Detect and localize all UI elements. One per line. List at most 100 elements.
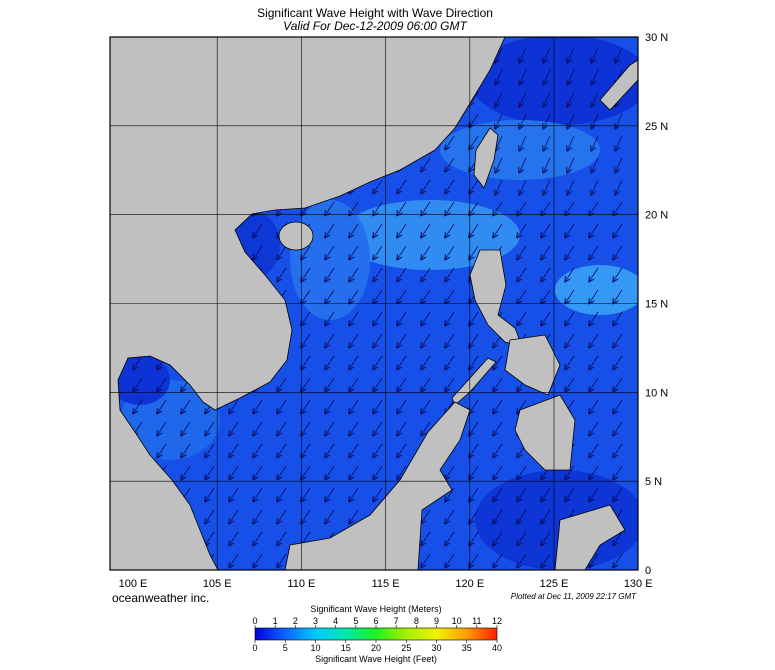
- lon-label: 125 E: [540, 578, 569, 590]
- arrow: [349, 443, 359, 457]
- arrow: [397, 267, 407, 281]
- arrow: [469, 333, 479, 347]
- arrow: [543, 69, 551, 85]
- arrow: [495, 69, 503, 85]
- arrow: [615, 157, 623, 173]
- arrow: [253, 509, 263, 523]
- arrow: [181, 443, 191, 457]
- arrow: [469, 113, 479, 127]
- arrow: [469, 179, 479, 193]
- arrow: [567, 69, 575, 85]
- arrow: [181, 399, 191, 413]
- arrow: [349, 311, 359, 325]
- arrow: [567, 157, 575, 173]
- arrow: [301, 399, 311, 413]
- arrow: [469, 531, 479, 545]
- arrow: [541, 311, 551, 325]
- arrow: [613, 267, 623, 281]
- arrow: [567, 135, 575, 151]
- arrow: [253, 245, 263, 259]
- arrow: [301, 443, 311, 457]
- arrow: [517, 531, 527, 545]
- arrow: [229, 443, 239, 457]
- arrow: [133, 399, 143, 413]
- arrow: [373, 179, 383, 193]
- arrow: [567, 91, 575, 107]
- arrow: [613, 377, 623, 391]
- meters-tick-label: 0: [252, 616, 257, 626]
- meters-tick-label: 8: [414, 616, 419, 626]
- arrow: [325, 289, 335, 303]
- arrow: [301, 289, 311, 303]
- arrow: [613, 245, 623, 259]
- arrow: [589, 377, 599, 391]
- arrow: [541, 531, 551, 545]
- arrow: [445, 487, 455, 501]
- arrow: [397, 223, 407, 237]
- arrow: [493, 201, 503, 215]
- arrow: [589, 553, 599, 567]
- arrow: [445, 553, 455, 567]
- arrow: [445, 135, 455, 149]
- meters-tick-label: 12: [492, 616, 502, 626]
- arrow: [421, 289, 431, 303]
- arrow: [349, 333, 359, 347]
- arrow: [469, 487, 479, 501]
- arrow: [373, 465, 383, 479]
- feet-tick-label: 0: [252, 643, 257, 653]
- arrow: [445, 311, 455, 325]
- arrow: [277, 487, 287, 501]
- arrow: [613, 223, 623, 237]
- arrow: [469, 553, 479, 567]
- arrow: [591, 157, 599, 173]
- arrow: [469, 465, 479, 479]
- arrow: [589, 421, 599, 435]
- arrow: [517, 201, 527, 215]
- borneo: [284, 401, 471, 570]
- arrow: [541, 509, 551, 523]
- meters-tick-label: 7: [394, 616, 399, 626]
- arrow: [589, 201, 599, 215]
- arrow: [157, 399, 167, 413]
- arrow: [469, 311, 479, 325]
- arrow: [325, 333, 335, 347]
- arrow: [397, 201, 407, 215]
- arrow: [349, 223, 359, 237]
- arrow: [565, 487, 575, 501]
- arrow: [421, 531, 431, 545]
- arrow: [373, 267, 383, 281]
- arrow: [469, 201, 479, 215]
- arrow: [493, 421, 503, 435]
- meters-tick-label: 3: [313, 616, 318, 626]
- kyushu-islands: [599, 59, 638, 111]
- arrow: [421, 355, 431, 369]
- arrow: [519, 47, 527, 63]
- arrow: [373, 355, 383, 369]
- arrow: [349, 421, 359, 435]
- arrow: [229, 399, 239, 413]
- arrow: [517, 399, 527, 413]
- feet-tick-label: 25: [401, 643, 411, 653]
- arrow: [349, 377, 359, 391]
- arrow: [397, 311, 407, 325]
- arrow: [613, 311, 623, 325]
- arrow: [469, 223, 479, 237]
- arrow: [445, 333, 455, 347]
- meters-tick-label: 5: [353, 616, 358, 626]
- arrow: [543, 135, 551, 151]
- arrow: [469, 135, 479, 149]
- lon-label: 115 E: [372, 578, 400, 590]
- arrow: [349, 509, 359, 523]
- arrow: [519, 157, 527, 173]
- arrow: [253, 553, 263, 567]
- arrow: [421, 245, 431, 259]
- arrow: [493, 355, 503, 369]
- arrow: [543, 91, 551, 107]
- arrow: [517, 223, 527, 237]
- arrow: [565, 333, 575, 347]
- lon-labels: 100 E 105 E 110 E 115 E 120 E 125 E 130 E: [119, 578, 653, 590]
- arrow: [349, 201, 359, 215]
- arrow: [373, 399, 383, 413]
- arrow: [589, 245, 599, 259]
- arrow: [301, 421, 311, 435]
